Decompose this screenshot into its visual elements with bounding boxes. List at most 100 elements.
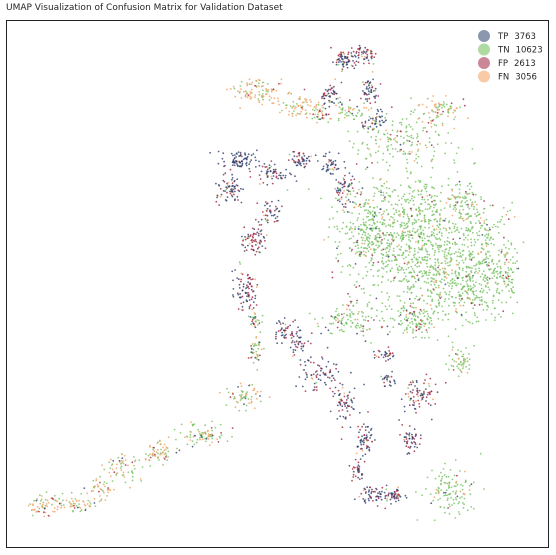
point-tn	[353, 142, 355, 145]
legend-count: 3056	[515, 73, 537, 83]
point-fn	[368, 327, 371, 330]
point-fp	[273, 209, 276, 212]
point-tn	[411, 237, 414, 240]
point-tn	[479, 227, 482, 229]
point-tn	[457, 349, 459, 351]
point-tn	[367, 236, 370, 239]
point-fn	[55, 499, 57, 502]
point-tp	[295, 180, 298, 183]
point-tn	[437, 261, 440, 264]
point-tn	[332, 322, 335, 325]
point-fp	[371, 128, 374, 131]
point-fn	[311, 377, 314, 380]
point-tp	[405, 309, 408, 312]
point-tp	[306, 376, 308, 378]
point-tn	[373, 186, 375, 189]
point-tp	[272, 172, 274, 175]
point-fp	[399, 434, 401, 436]
point-fp	[390, 106, 393, 108]
point-tn	[204, 437, 206, 440]
point-tp	[276, 342, 279, 345]
point-fp	[337, 259, 340, 262]
point-tn	[167, 450, 170, 453]
point-fp	[357, 48, 359, 50]
point-fp	[249, 234, 252, 236]
point-fn	[379, 234, 381, 237]
point-fp	[154, 453, 156, 456]
point-tp	[347, 61, 350, 63]
point-tp	[242, 283, 245, 286]
point-tp	[368, 93, 370, 96]
point-tn	[430, 277, 433, 279]
point-tp	[342, 415, 345, 418]
point-tn	[417, 150, 419, 152]
point-tn	[360, 206, 362, 209]
point-tp	[236, 163, 238, 165]
point-tp	[238, 190, 241, 193]
point-fp	[368, 97, 371, 100]
point-fn	[322, 117, 325, 120]
point-tn	[365, 199, 367, 201]
point-tn	[399, 184, 402, 187]
point-tn	[420, 326, 422, 329]
point-tn	[361, 315, 364, 318]
point-tp	[271, 177, 273, 180]
point-tn	[458, 248, 461, 251]
point-fn	[163, 449, 166, 452]
point-fp	[491, 204, 494, 207]
point-fn	[421, 103, 424, 106]
point-tp	[335, 92, 338, 95]
point-tn	[166, 447, 169, 450]
point-tn	[381, 200, 383, 203]
point-fp	[255, 240, 258, 243]
point-tn	[418, 271, 421, 274]
point-tn	[451, 272, 453, 275]
point-fp	[264, 214, 267, 217]
point-tn	[378, 227, 381, 230]
point-tn	[479, 275, 482, 278]
point-tn	[257, 347, 260, 350]
point-fn	[413, 275, 416, 278]
point-tp	[266, 176, 269, 179]
point-tn	[367, 131, 369, 134]
point-tp	[333, 85, 335, 88]
point-tn	[354, 195, 357, 198]
point-tn	[453, 485, 456, 488]
point-tn	[438, 224, 441, 226]
point-tn	[425, 185, 428, 188]
point-tp	[248, 283, 251, 285]
point-tn	[462, 285, 464, 288]
point-fp	[237, 199, 239, 201]
point-fp	[349, 414, 351, 416]
point-tp	[264, 204, 266, 207]
point-tn	[423, 112, 426, 115]
point-tn	[44, 498, 47, 501]
point-tp	[292, 348, 295, 351]
point-tn	[459, 184, 461, 186]
point-fn	[417, 118, 420, 120]
point-fn	[152, 452, 155, 455]
point-tn	[497, 232, 500, 234]
point-tn	[409, 287, 412, 290]
point-fn	[304, 100, 307, 102]
point-tn	[448, 512, 451, 515]
point-fp	[387, 346, 390, 348]
point-fp	[374, 101, 377, 104]
point-tp	[175, 451, 178, 454]
point-tp	[376, 495, 378, 498]
point-tp	[329, 410, 332, 413]
point-tp	[352, 201, 354, 204]
point-tp	[241, 162, 244, 165]
point-tn	[393, 138, 395, 141]
point-fn	[363, 106, 366, 109]
point-fn	[440, 262, 443, 265]
point-tn	[370, 218, 373, 221]
point-fn	[232, 85, 235, 88]
point-tn	[378, 190, 380, 193]
point-tn	[406, 158, 408, 161]
point-tn	[430, 308, 433, 310]
point-fp	[394, 256, 396, 258]
point-tn	[438, 220, 441, 223]
point-tn	[387, 239, 389, 242]
point-tp	[257, 234, 260, 237]
